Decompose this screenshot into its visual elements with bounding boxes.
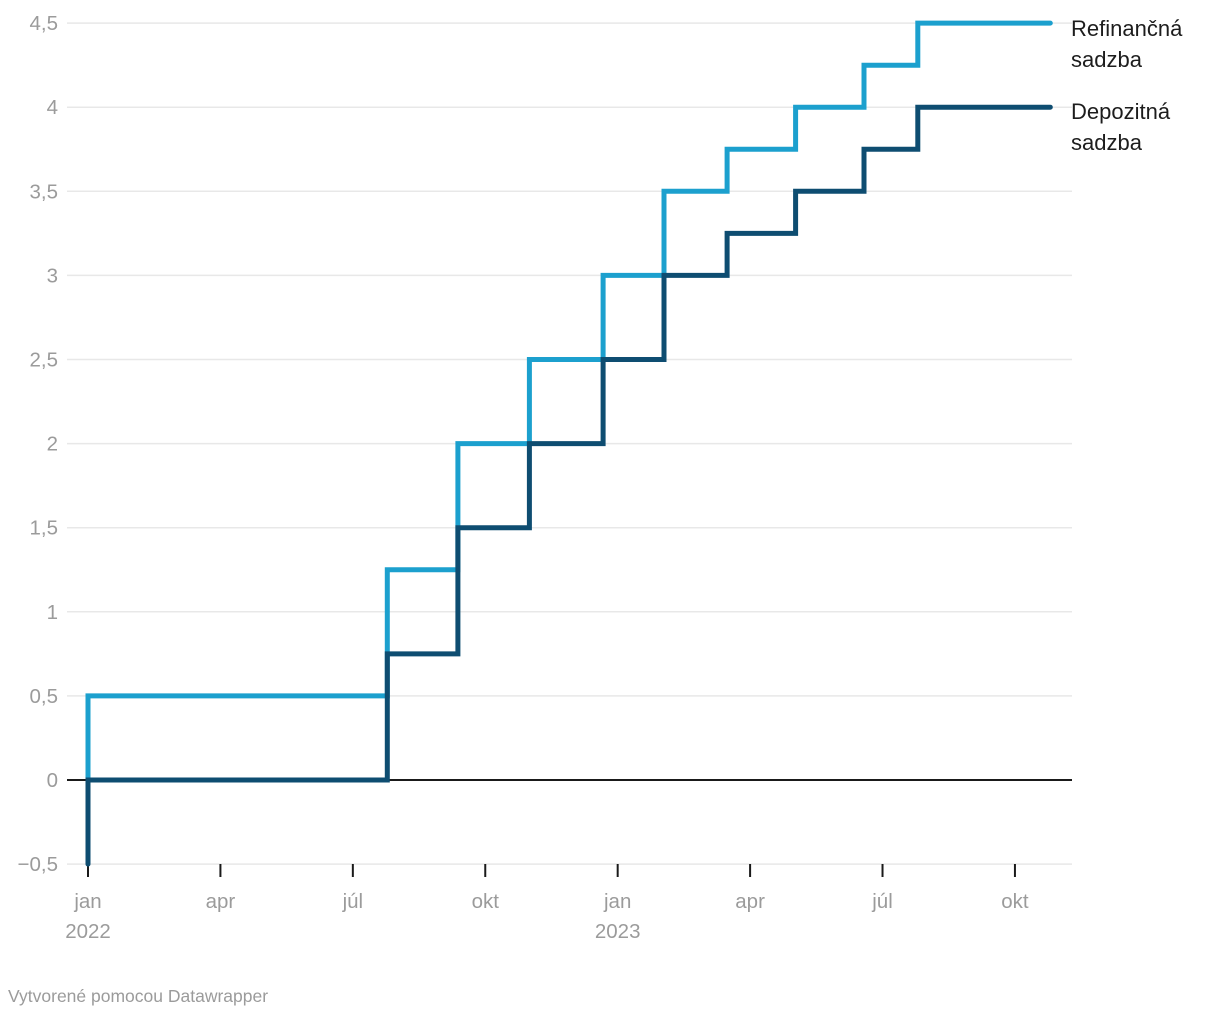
y-axis-tick-label: 0,5: [30, 685, 59, 708]
y-axis-tick-label: 4,5: [30, 12, 59, 35]
series-line-depozitn-sadzba: [85, 104, 1053, 867]
y-axis-tick-label: 3: [47, 264, 58, 287]
y-axis-tick-label: −0,5: [18, 853, 58, 876]
x-axis-tick-label: apr: [735, 890, 765, 913]
x-axis-year-label: 2023: [595, 920, 641, 943]
y-axis-tick-label: 4: [47, 96, 58, 119]
x-axis-tick-label: okt: [1001, 890, 1029, 913]
y-axis-tick-label: 0: [47, 769, 58, 792]
y-axis-tick-label: 1,5: [30, 517, 59, 540]
x-axis-tick-label: apr: [206, 890, 236, 913]
x-axis-tick-label: júl: [871, 890, 893, 913]
step-chart-plot: −0,5 0 0,5 1 1,5 2 2,5 3 3,5 4 4,5 jan 2022 apr júl okt…: [18, 12, 1072, 943]
x-axis-year-label: 2022: [65, 920, 111, 943]
x-axis-tick-label: júl: [342, 890, 364, 913]
y-axis-tick-label: 1: [47, 601, 58, 624]
x-axis-tick-label: okt: [472, 890, 500, 913]
legend-label-refinancna-sadzba: Refinančná sadzba: [1071, 16, 1183, 72]
y-axis-tick-label: 2,5: [30, 349, 59, 372]
legend-label-depozitna-sadzba: Depozitná sadzba: [1071, 99, 1171, 155]
x-axis-tick-label: jan: [73, 890, 101, 913]
series-line-refinan-n-sadzba: [85, 20, 1053, 783]
y-axis-tick-label: 2: [47, 433, 58, 456]
attribution-credit: Vytvorené pomocou Datawrapper: [8, 986, 269, 1006]
y-axis-tick-label: 3,5: [30, 180, 59, 203]
x-axis-tick-label: jan: [603, 890, 631, 913]
